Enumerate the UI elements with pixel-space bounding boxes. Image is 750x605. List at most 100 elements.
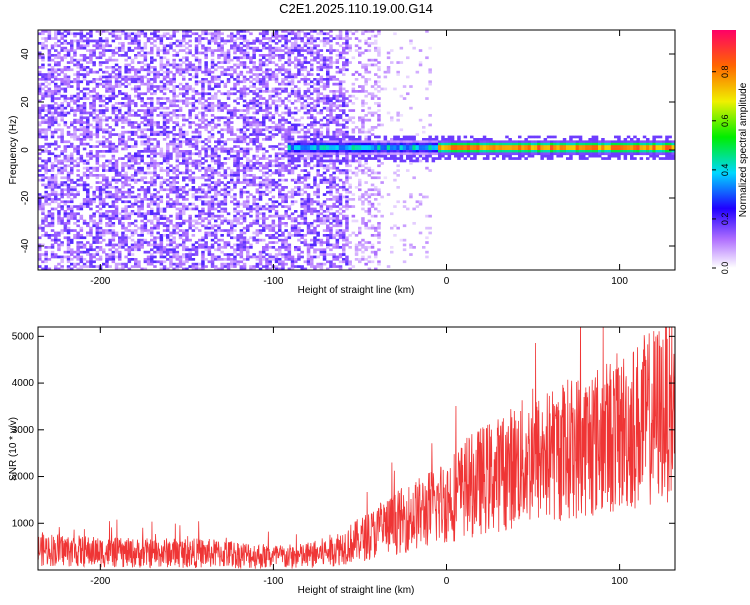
heatmap-cell xyxy=(281,164,285,168)
heatmap-cell xyxy=(159,207,164,211)
heatmap-cell xyxy=(130,229,135,232)
heatmap-cell xyxy=(146,118,151,122)
heatmap-cell xyxy=(191,219,196,223)
heatmap-cell xyxy=(102,54,106,57)
heatmap-cell xyxy=(159,73,164,76)
heatmap-cell xyxy=(54,159,58,163)
heatmap-cell xyxy=(172,66,176,69)
heatmap-cell xyxy=(290,142,295,146)
heatmap-cell xyxy=(236,171,240,175)
heatmap-cell xyxy=(134,54,138,57)
heatmap-cell xyxy=(79,142,84,146)
heatmap-cell xyxy=(287,75,292,79)
heatmap-cell xyxy=(47,258,52,261)
heatmap-cell xyxy=(60,68,64,72)
heatmap-cell xyxy=(246,51,250,55)
heatmap-cell xyxy=(233,51,237,55)
heatmap-cell xyxy=(111,178,116,182)
heatmap-cell xyxy=(178,92,183,96)
heatmap-cell xyxy=(242,178,247,182)
heatmap-cell xyxy=(50,178,55,182)
heatmap-cell xyxy=(162,116,167,120)
heatmap-cell xyxy=(306,260,311,264)
heatmap-cell xyxy=(290,82,295,86)
heatmap-cell xyxy=(178,70,183,74)
heatmap-cell xyxy=(223,140,228,144)
heatmap-cell xyxy=(310,222,314,225)
heatmap-cell xyxy=(278,222,282,225)
heatmap-cell xyxy=(60,150,64,153)
heatmap-cell xyxy=(322,147,327,151)
heatmap-cell xyxy=(89,171,93,175)
heatmap-cell xyxy=(98,116,103,120)
heatmap-cell xyxy=(57,267,61,270)
heatmap-cell xyxy=(249,222,253,225)
heatmap-cell xyxy=(262,171,266,175)
heatmap-cell xyxy=(134,90,138,93)
heatmap-cell xyxy=(249,42,253,45)
heatmap-cell xyxy=(38,135,42,139)
heatmap-cell xyxy=(281,174,285,177)
heatmap-cell xyxy=(284,39,288,43)
heatmap-cell xyxy=(201,250,205,254)
heatmap-cell xyxy=(82,116,87,120)
heatmap-cell xyxy=(143,75,148,79)
heatmap-cell xyxy=(130,121,135,124)
heatmap-cell xyxy=(89,152,93,156)
heatmap-cell xyxy=(50,135,55,139)
heatmap-cell xyxy=(150,70,154,74)
heatmap-cell xyxy=(134,219,138,223)
heatmap-cell xyxy=(38,106,42,110)
heatmap-cell xyxy=(92,200,96,204)
heatmap-cell xyxy=(236,162,240,165)
heatmap-cell xyxy=(255,176,260,180)
heatmap-cell xyxy=(124,51,128,55)
heatmap-cell xyxy=(262,42,266,45)
heatmap-cell xyxy=(274,54,279,57)
heatmap-cell xyxy=(172,205,176,208)
heatmap-cell xyxy=(239,140,244,144)
heatmap-cell xyxy=(143,116,148,120)
heatmap-cell xyxy=(278,174,282,177)
heatmap-cell xyxy=(271,195,276,199)
heatmap-cell xyxy=(239,157,244,160)
heatmap-cell xyxy=(54,253,58,256)
heatmap-cell xyxy=(204,49,208,52)
heatmap-cell xyxy=(287,190,292,194)
heatmap-cell xyxy=(220,140,224,144)
heatmap-cell xyxy=(204,118,208,122)
heatmap-cell xyxy=(306,205,311,208)
heatmap-cell xyxy=(143,82,148,86)
heatmap-cell xyxy=(182,159,186,163)
heatmap-cell xyxy=(214,63,218,67)
heatmap-cell xyxy=(278,248,282,252)
heatmap-cell xyxy=(316,183,320,187)
heatmap-cell xyxy=(287,46,292,50)
heatmap-cell xyxy=(105,102,109,105)
heatmap-cell xyxy=(182,133,186,136)
heatmap-cell xyxy=(121,195,125,199)
heatmap-cell xyxy=(156,224,160,228)
heatmap-cell xyxy=(214,39,218,43)
heatmap-cell xyxy=(278,171,282,175)
heatmap-cell xyxy=(278,162,282,165)
heatmap-cell xyxy=(47,116,52,120)
heatmap-cell xyxy=(50,164,55,168)
heatmap-cell xyxy=(242,109,247,112)
heatmap-cell xyxy=(105,164,109,168)
heatmap-cell xyxy=(310,102,314,105)
heatmap-cell xyxy=(140,241,144,244)
heatmap-cell xyxy=(239,116,244,120)
heatmap-cell xyxy=(57,114,61,117)
heatmap-cell xyxy=(73,39,77,43)
heatmap-cell xyxy=(73,186,77,189)
heatmap-cell xyxy=(105,193,109,196)
heatmap-cell xyxy=(271,46,276,50)
heatmap-cell xyxy=(76,250,80,254)
heatmap-cell xyxy=(47,92,52,96)
heatmap-cell xyxy=(255,73,260,76)
heatmap-cell xyxy=(319,152,324,156)
heatmap-cell xyxy=(194,68,199,72)
heatmap-cell xyxy=(185,42,189,45)
heatmap-cell xyxy=(265,207,269,211)
